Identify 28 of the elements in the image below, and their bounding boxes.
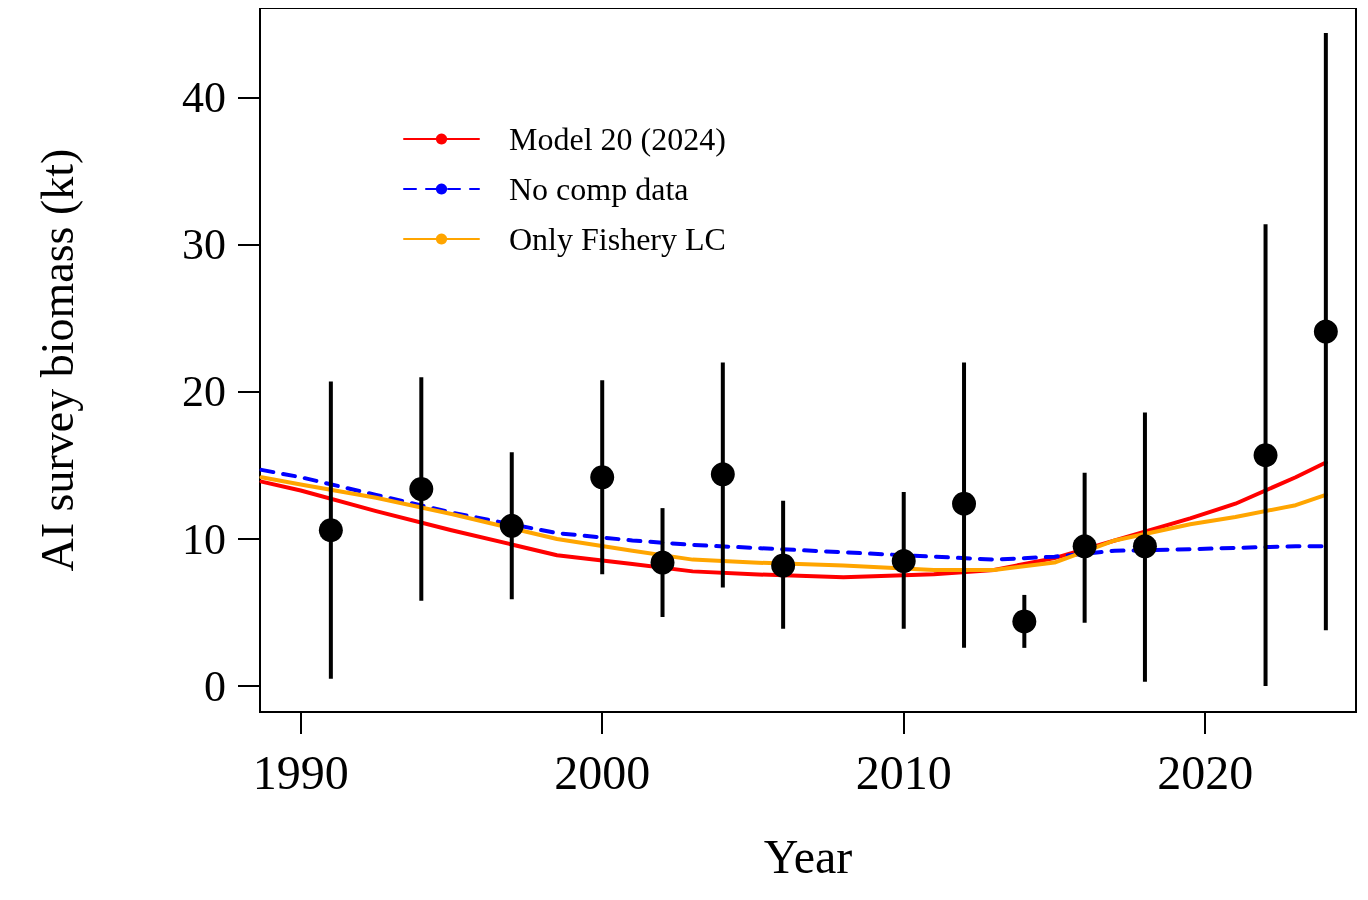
point <box>771 553 796 578</box>
y-tick-label: 10 <box>182 514 226 564</box>
x-tick-label: 2000 <box>554 745 651 799</box>
x-tick-label: 2020 <box>1157 745 1254 799</box>
point <box>1132 534 1157 559</box>
y-tick-label: 0 <box>204 661 226 711</box>
point <box>710 462 735 487</box>
x-tick-label: 1990 <box>252 745 349 799</box>
point <box>650 550 675 575</box>
y-tick-label: 30 <box>182 220 226 270</box>
point <box>1253 443 1278 468</box>
y-axis-title: AI survey biomass (kt) <box>31 148 83 572</box>
point <box>1072 534 1097 559</box>
point <box>590 465 615 490</box>
legend-label: Model 20 (2024) <box>509 121 726 157</box>
point <box>1012 609 1037 634</box>
x-axis-title: Year <box>763 829 853 883</box>
y-tick-label: 40 <box>182 73 226 123</box>
point <box>891 549 916 574</box>
x-tick-label: 2010 <box>855 745 952 799</box>
point <box>1313 319 1338 344</box>
legend-label: Only Fishery LC <box>509 221 726 257</box>
point <box>318 518 343 543</box>
point <box>499 513 524 538</box>
legend-label: No comp data <box>509 171 689 207</box>
point <box>409 477 434 501</box>
point <box>952 491 977 516</box>
y-tick-label: 20 <box>182 367 226 417</box>
